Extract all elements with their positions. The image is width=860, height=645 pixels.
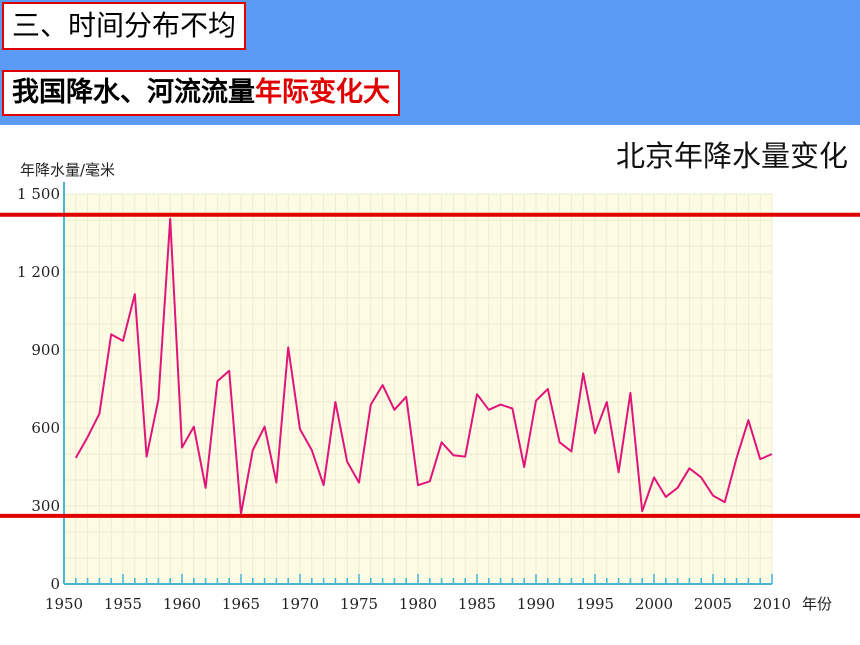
y-tick-label: 300: [31, 497, 60, 515]
x-tick-label: 1985: [458, 595, 496, 613]
reference-lines: [0, 212, 860, 518]
y-axis-label: 年降水量/毫米: [20, 161, 115, 179]
slide-subtitle: 我国降水、河流流量年际变化大: [2, 70, 400, 116]
tick-labels: 1950 1955 1960 1965 1970 1975 1980 1985 1990 1995…: [17, 185, 791, 613]
y-tick-label: 600: [31, 419, 60, 437]
x-tick-label: 1995: [576, 595, 614, 613]
subtitle-prefix: 我国降水、河流流量: [12, 77, 255, 108]
x-tick-label: 1975: [340, 595, 378, 613]
x-tick-label: 1960: [163, 595, 201, 613]
x-axis-label: 年份: [802, 595, 832, 613]
section-title: 三、时间分布不均: [2, 2, 247, 50]
y-tick-label: 1 500: [17, 185, 60, 203]
series-line: [74, 217, 773, 515]
x-tick-label: 2000: [635, 595, 673, 613]
chart-title: 北京年降水量变化: [615, 139, 848, 173]
x-tick-label: 1955: [104, 595, 142, 613]
x-tick-label: 1950: [45, 595, 83, 613]
subtitle-highlight: 年际变化大: [255, 77, 390, 108]
x-tick-label: 2005: [694, 595, 732, 613]
x-tick-label: 2010: [753, 595, 791, 613]
x-tick-label: 1990: [517, 595, 555, 613]
grid: [63, 193, 773, 585]
x-tick-label: 1970: [281, 595, 319, 613]
y-tick-label: 1 200: [17, 263, 60, 281]
y-tick-label: 900: [31, 341, 60, 359]
x-tick-label: 1980: [399, 595, 437, 613]
y-tick-label: 0: [50, 575, 60, 593]
x-tick-label: 1965: [222, 595, 260, 613]
